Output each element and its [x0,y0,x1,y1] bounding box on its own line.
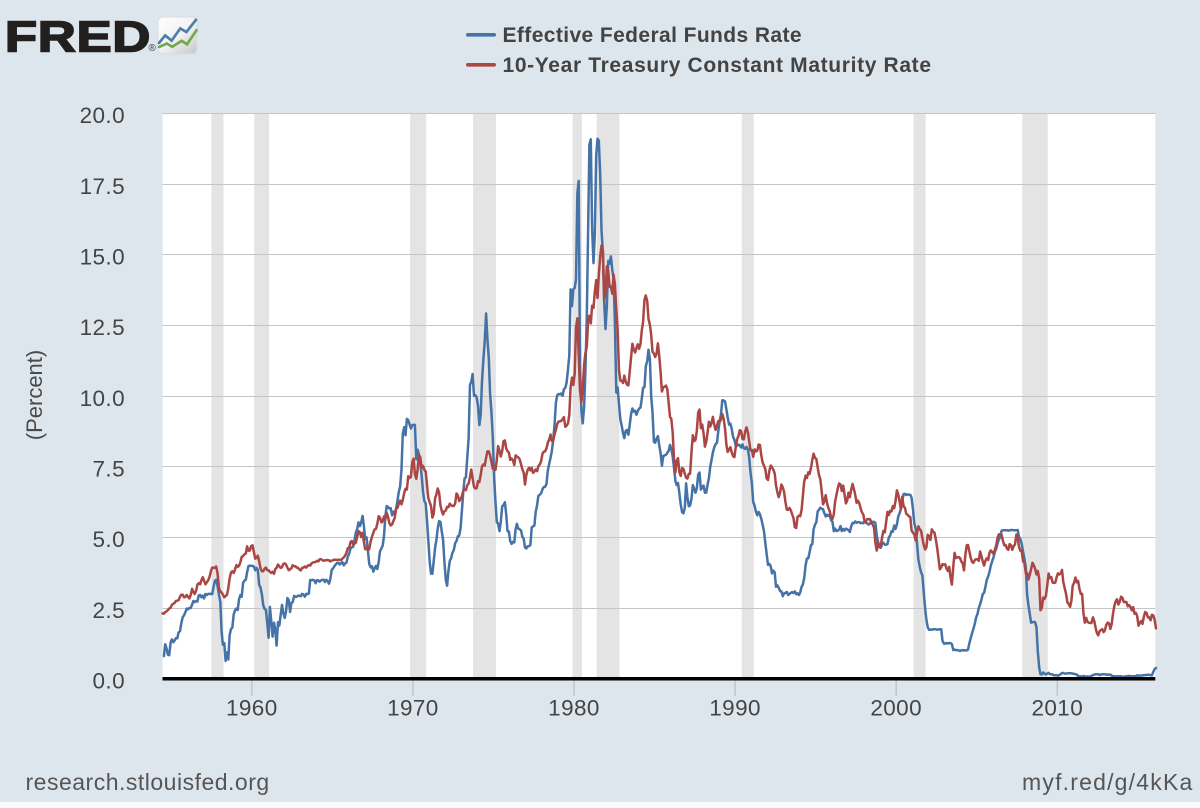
svg-text:1970: 1970 [387,695,439,720]
svg-text:research.stlouisfed.org: research.stlouisfed.org [26,769,270,795]
svg-text:12.5: 12.5 [80,315,125,340]
svg-text:2000: 2000 [870,695,922,720]
svg-text:2.5: 2.5 [93,598,125,623]
svg-text:20.0: 20.0 [80,103,125,128]
svg-text:17.5: 17.5 [80,174,125,199]
svg-text:10-Year Treasury Constant Matu: 10-Year Treasury Constant Maturity Rate [503,54,932,77]
svg-text:(Percent): (Percent) [22,350,47,440]
svg-text:15.0: 15.0 [80,245,125,270]
svg-text:®: ® [149,43,157,54]
svg-text:1960: 1960 [226,695,278,720]
svg-text:1980: 1980 [548,695,600,720]
svg-text:0.0: 0.0 [93,669,125,694]
svg-text:5.0: 5.0 [93,527,125,552]
svg-text:Effective Federal Funds Rate: Effective Federal Funds Rate [503,24,802,47]
svg-text:myf.red/g/4kKa: myf.red/g/4kKa [1022,769,1193,795]
svg-text:2010: 2010 [1031,695,1083,720]
svg-text:7.5: 7.5 [93,457,125,482]
svg-text:10.0: 10.0 [80,386,125,411]
svg-text:1990: 1990 [709,695,761,720]
svg-text:FRED: FRED [5,13,151,62]
